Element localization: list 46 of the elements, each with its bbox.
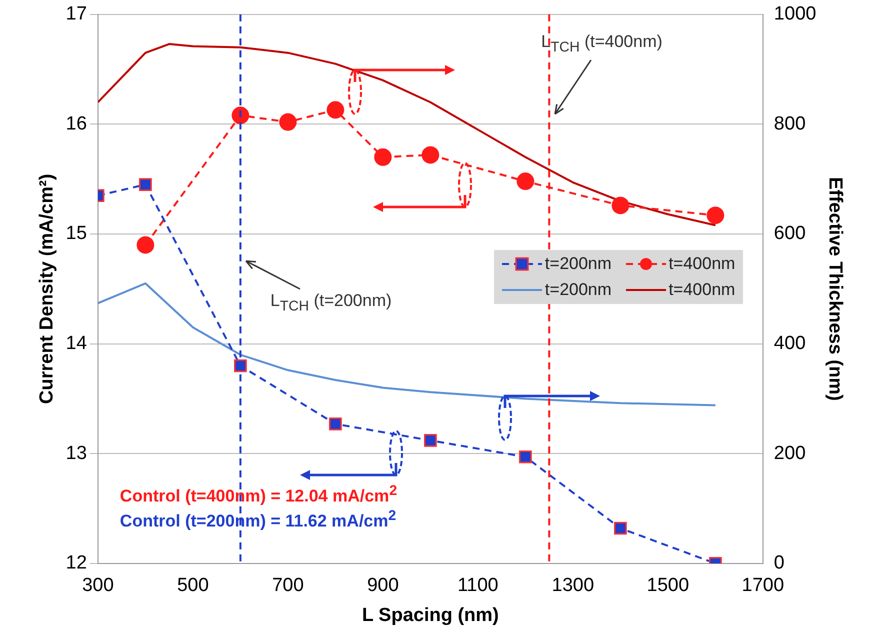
y2-tick-label: 200 bbox=[774, 442, 806, 464]
x-tick-label: 900 bbox=[367, 575, 399, 596]
x-tick-label: 1700 bbox=[742, 575, 784, 596]
annotation: L$_{TCH}$ (t=400nm) bbox=[541, 32, 662, 56]
point bbox=[612, 196, 630, 214]
y-tick-label: 12 bbox=[66, 552, 87, 574]
y-tick-label: 15 bbox=[66, 223, 87, 244]
y-tick-label: 13 bbox=[66, 442, 87, 464]
y-tick-label: 17 bbox=[66, 4, 87, 25]
y2-axis-title: Effective Thickness (nm) bbox=[824, 176, 846, 401]
point bbox=[326, 101, 344, 119]
point bbox=[234, 359, 247, 372]
point bbox=[136, 236, 154, 254]
y2-tick-label: 600 bbox=[774, 223, 806, 244]
legend-label: t=400nm bbox=[668, 254, 736, 274]
y-tick-label: 16 bbox=[66, 113, 87, 134]
x-tick-label: 500 bbox=[177, 575, 209, 596]
point bbox=[516, 172, 534, 190]
point bbox=[706, 206, 724, 224]
point bbox=[374, 148, 392, 166]
y2-tick-label: 400 bbox=[774, 333, 806, 354]
x-axis-title: L Spacing (nm) bbox=[362, 604, 499, 626]
y2-tick-label: 0 bbox=[774, 552, 785, 574]
point bbox=[422, 146, 440, 164]
x-tick-label: 1300 bbox=[552, 575, 594, 596]
point bbox=[232, 106, 250, 124]
y-tick-label: 14 bbox=[66, 333, 88, 354]
annotation: Control (t=200nm) = 11.62 mA/cm$^{2}$ bbox=[120, 508, 396, 532]
y2-tick-label: 800 bbox=[774, 113, 806, 134]
legend-label: t=200nm bbox=[544, 254, 612, 274]
x-tick-label: 700 bbox=[272, 575, 304, 596]
point bbox=[329, 418, 342, 430]
point bbox=[424, 434, 437, 447]
y2-tick-label: 1000 bbox=[774, 4, 816, 25]
x-tick-label: 1500 bbox=[646, 575, 690, 596]
x-tick-label: 1100 bbox=[458, 575, 498, 596]
annotation: L$_{TCH}$ (t=200nm) bbox=[270, 291, 392, 315]
x-tick-label: 300 bbox=[82, 575, 114, 596]
point bbox=[614, 522, 627, 535]
point bbox=[279, 113, 297, 131]
legend-label: t=400nm bbox=[668, 280, 736, 300]
point bbox=[139, 178, 152, 191]
y-axis-title: Current Density (mA/cm²) bbox=[36, 174, 58, 404]
point bbox=[519, 450, 532, 464]
annotation: Control (t=400nm) = 12.04 mA/cm$^{2}$ bbox=[120, 483, 398, 508]
legend-label: t=200nm bbox=[544, 280, 612, 300]
